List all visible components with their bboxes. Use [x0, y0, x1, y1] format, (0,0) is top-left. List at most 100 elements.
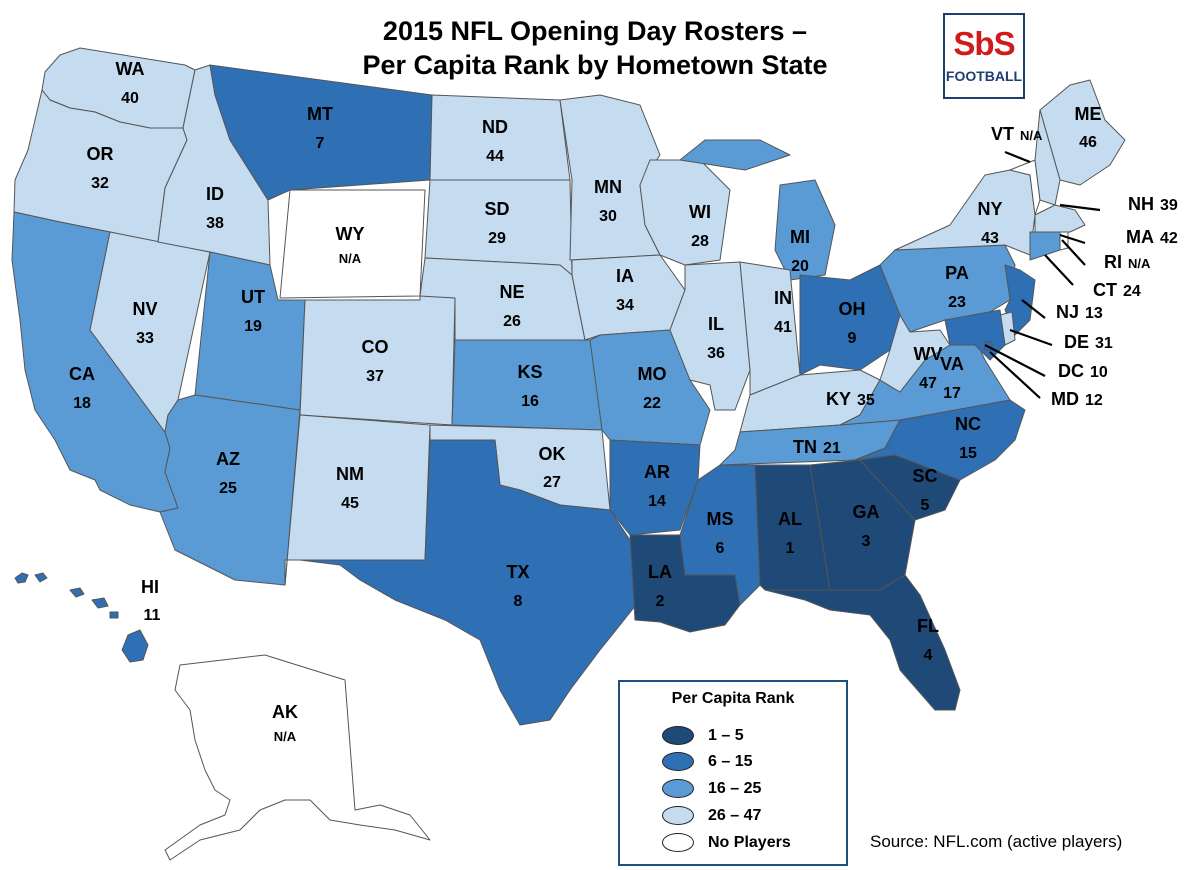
state-rank-il: 36	[707, 345, 725, 362]
state-oh	[799, 264, 901, 376]
state-rank-ga: 3	[862, 533, 871, 550]
state-rank-mi: 20	[791, 258, 809, 275]
state-abbr-ca: CA	[69, 364, 95, 384]
sbs-football-logo: SbS FOOTBALL	[943, 13, 1025, 99]
state-rank-va: 17	[943, 385, 961, 402]
state-abbr-ga: GA	[853, 502, 880, 522]
state-abbr-vt: VT	[991, 124, 1014, 144]
state-abbr-pa: PA	[945, 263, 969, 283]
state-nh	[1034, 109, 1061, 206]
state-me	[1039, 79, 1126, 186]
state-rank-ri: N/A	[1128, 256, 1151, 271]
state-rank-wy: N/A	[339, 251, 362, 266]
state-co	[299, 294, 456, 426]
legend-label: 16 – 25	[708, 780, 762, 797]
state-abbr-nh: NH	[1128, 194, 1154, 214]
state-rank-ca: 18	[73, 395, 91, 412]
state-abbr-mt: MT	[307, 104, 333, 124]
state-hi-island	[34, 572, 48, 583]
legend-swatch	[662, 833, 694, 852]
state-rank-vt: N/A	[1020, 128, 1043, 143]
state-abbr-tx: TX	[506, 562, 529, 582]
state-abbr-nd: ND	[482, 117, 508, 137]
state-hi-island	[91, 597, 109, 609]
state-rank-wa: 40	[121, 90, 139, 107]
leader-line	[984, 344, 1046, 377]
state-abbr-md: MD	[1051, 389, 1079, 409]
state-rank-ky: 35	[857, 392, 875, 409]
state-abbr-wi: WI	[689, 202, 711, 222]
state-abbr-ar: AR	[644, 462, 670, 482]
state-rank-nj: 13	[1085, 305, 1103, 322]
legend-label: 6 – 15	[708, 753, 753, 770]
state-rank-me: 46	[1079, 134, 1097, 151]
title-line-1: 2015 NFL Opening Day Rosters –	[382, 16, 808, 46]
state-rank-nv: 33	[136, 330, 154, 347]
state-ks	[451, 339, 603, 431]
state-rank-nd: 44	[486, 148, 504, 165]
state-abbr-or: OR	[87, 144, 114, 164]
state-abbr-ms: MS	[707, 509, 734, 529]
state-abbr-sd: SD	[484, 199, 509, 219]
state-abbr-ut: UT	[241, 287, 265, 307]
state-abbr-wv: WV	[914, 344, 943, 364]
state-ar	[609, 439, 701, 536]
state-hi-island	[14, 572, 29, 584]
state-rank-ak: N/A	[274, 729, 297, 744]
source-note: Source: NFL.com (active players)	[870, 832, 1123, 851]
state-rank-nc: 15	[959, 445, 977, 462]
state-wi	[639, 159, 731, 266]
state-fl	[764, 574, 961, 711]
map-title: 2015 NFL Opening Day Rosters – Per Capit…	[250, 14, 940, 82]
state-abbr-ak: AK	[272, 702, 298, 722]
state-abbr-nv: NV	[132, 299, 157, 319]
state-rank-sd: 29	[488, 230, 506, 247]
state-rank-ar: 14	[648, 493, 666, 510]
state-mi	[679, 139, 791, 171]
title-line-2: Per Capita Rank by Hometown State	[362, 50, 828, 80]
state-abbr-hi: HI	[141, 577, 159, 597]
leader-line	[1059, 203, 1101, 212]
state-rank-ks: 16	[521, 393, 539, 410]
legend-label: 26 – 47	[708, 807, 762, 824]
legend-swatch	[662, 752, 694, 771]
state-abbr-az: AZ	[216, 449, 240, 469]
state-rank-la: 2	[656, 593, 665, 610]
state-abbr-wa: WA	[116, 59, 145, 79]
state-ak	[164, 654, 431, 861]
state-rank-de: 31	[1095, 335, 1113, 352]
legend: Per Capita Rank 1 – 5 6 – 15 16 – 25 26 …	[618, 680, 848, 866]
state-abbr-ri: RI	[1104, 252, 1122, 272]
legend-swatch	[662, 726, 694, 745]
state-abbr-co: CO	[362, 337, 389, 357]
legend-swatch	[662, 806, 694, 825]
state-abbr-il: IL	[708, 314, 724, 334]
state-rank-al: 1	[786, 540, 795, 557]
legend-label: 1 – 5	[708, 727, 744, 744]
state-mo	[589, 329, 711, 446]
state-abbr-al: AL	[778, 509, 802, 529]
state-rank-ma: 42	[1160, 230, 1178, 247]
state-rank-mt: 7	[316, 135, 325, 152]
state-rank-id: 38	[206, 215, 224, 232]
state-wv	[879, 314, 951, 393]
state-nc	[854, 399, 1026, 481]
state-rank-in: 41	[774, 319, 792, 336]
legend-label: No Players	[708, 834, 791, 851]
state-abbr-wy: WY	[336, 224, 365, 244]
state-abbr-ia: IA	[616, 266, 634, 286]
state-abbr-ok: OK	[539, 444, 566, 464]
state-abbr-me: ME	[1075, 104, 1102, 124]
state-ct	[1029, 231, 1061, 261]
state-abbr-ny: NY	[977, 199, 1002, 219]
state-vt	[1009, 159, 1041, 216]
state-abbr-mo: MO	[638, 364, 667, 384]
state-abbr-ct: CT	[1093, 280, 1117, 300]
state-hi-island	[109, 611, 119, 619]
state-abbr-ky: KY	[826, 389, 851, 409]
state-rank-nh: 39	[1160, 197, 1178, 214]
state-abbr-de: DE	[1064, 332, 1089, 352]
state-rank-hi: 11	[144, 607, 161, 624]
state-rank-tn: 21	[823, 440, 841, 457]
